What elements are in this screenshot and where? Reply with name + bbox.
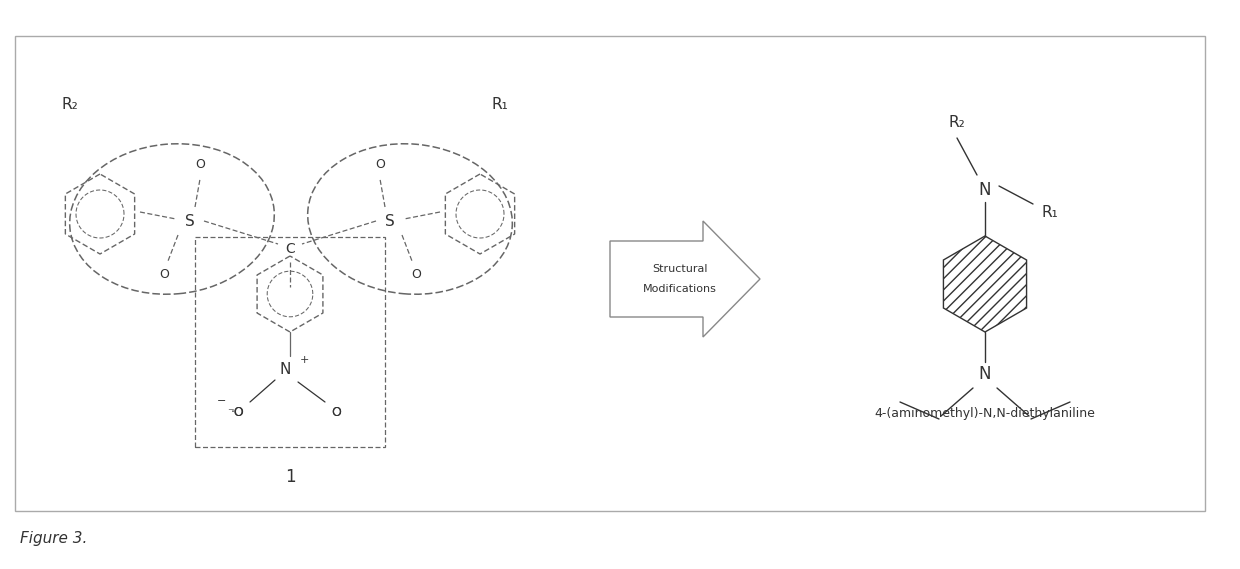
Text: O: O xyxy=(331,406,341,419)
Text: Figure 3.: Figure 3. xyxy=(20,531,87,546)
Text: C: C xyxy=(285,242,295,256)
Text: N: N xyxy=(279,362,290,377)
Text: O: O xyxy=(195,158,205,171)
Text: S: S xyxy=(386,213,394,229)
Text: ⁻O: ⁻O xyxy=(227,406,243,419)
Text: O: O xyxy=(412,267,420,281)
Text: R₁: R₁ xyxy=(491,97,508,112)
Text: +: + xyxy=(299,355,309,365)
Text: Structural: Structural xyxy=(652,264,708,274)
Text: N: N xyxy=(978,365,991,383)
Text: −: − xyxy=(217,396,227,406)
Text: O: O xyxy=(331,406,341,419)
Text: 1: 1 xyxy=(285,468,295,486)
Text: N: N xyxy=(978,181,991,199)
Text: O: O xyxy=(159,267,169,281)
Text: R₁: R₁ xyxy=(1042,204,1059,220)
Text: Modifications: Modifications xyxy=(644,284,717,294)
Text: R₂: R₂ xyxy=(949,114,966,130)
Text: 4-(aminomethyl)-N,N-diethylaniline: 4-(aminomethyl)-N,N-diethylaniline xyxy=(874,407,1095,420)
Text: ⋅O: ⋅O xyxy=(231,406,246,419)
Text: R₂: R₂ xyxy=(62,97,78,112)
Polygon shape xyxy=(944,236,1027,332)
Polygon shape xyxy=(610,221,760,337)
Bar xyxy=(195,237,384,447)
Text: O: O xyxy=(374,158,384,171)
Text: S: S xyxy=(185,213,195,229)
